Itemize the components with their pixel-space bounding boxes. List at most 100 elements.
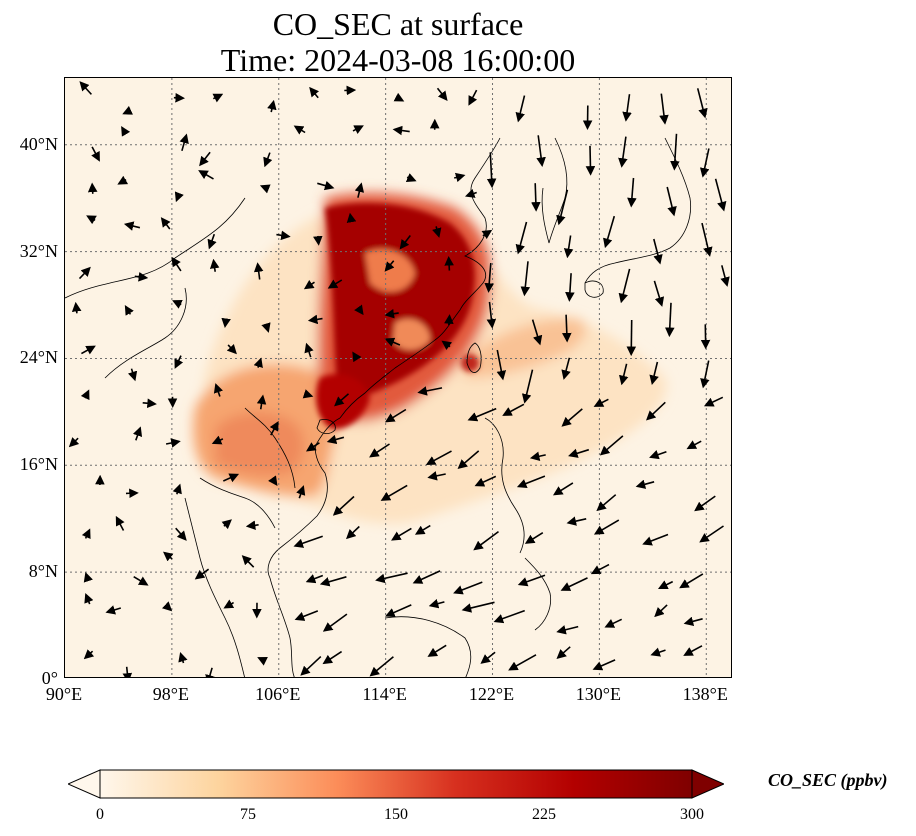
wind-vector (322, 613, 348, 632)
wind-vector (521, 369, 534, 404)
wind-vector (303, 279, 315, 290)
wind-vector (268, 475, 278, 486)
coastline-kyushu (584, 280, 604, 298)
colorbar (68, 769, 724, 799)
wind-vector (259, 184, 271, 194)
wind-vector (618, 268, 631, 304)
wind-vector (223, 599, 235, 609)
wind-vector (253, 262, 264, 280)
map-canvas (65, 78, 731, 677)
wind-vector (486, 152, 497, 189)
wind-vector (701, 222, 713, 257)
wind-vector (179, 133, 189, 152)
lon-tick-label: 114°E (362, 684, 407, 704)
wind-vector (444, 314, 454, 326)
wind-vector (80, 389, 90, 401)
wind-vector (515, 95, 526, 123)
wind-vector (212, 93, 224, 103)
wind-vector (369, 443, 390, 458)
wind-vector (464, 188, 477, 198)
wind-vector (603, 215, 616, 249)
coastline-china-mainland (339, 137, 501, 419)
wind-vector (305, 442, 320, 452)
wind-vector (520, 261, 531, 297)
coastline-hainan (316, 419, 336, 434)
wind-vector (441, 340, 453, 351)
wind-vector (172, 483, 182, 495)
wind-vector (352, 351, 362, 363)
wind-vector (81, 528, 91, 540)
lat-tick-label: 40°N (19, 133, 58, 154)
wind-vector (417, 386, 443, 396)
wind-vector (461, 601, 495, 613)
wind-vector (653, 280, 665, 307)
wind-vector (405, 173, 417, 182)
wind-vector (618, 136, 628, 168)
wind-vector (307, 314, 323, 325)
map-title-line-2: Time: 2024-03-08 16:00:00 (220, 42, 576, 78)
wind-vector (322, 650, 343, 665)
wind-vector (309, 86, 319, 99)
colorbar-tick-label: 150 (384, 806, 408, 823)
wind-vector (391, 527, 412, 541)
wind-vector (599, 435, 624, 456)
wind-vector (696, 88, 708, 119)
wind-vector (650, 647, 666, 657)
wind-vector (68, 437, 80, 448)
wind-vector (414, 524, 431, 535)
coastline-philippines (484, 417, 552, 631)
colorbar-extend-high (691, 769, 724, 799)
border-laos-vietnam (244, 407, 296, 489)
wind-vector (122, 105, 133, 115)
wind-vector (300, 656, 322, 676)
wind-vector (241, 555, 255, 568)
wind-vector (133, 576, 149, 586)
wind-vector (480, 651, 496, 664)
wind-vector (568, 448, 590, 458)
lon-tick-label: 138°E (682, 684, 728, 704)
wind-vector (213, 383, 223, 397)
wind-vector (486, 301, 497, 329)
colorbar-tick-label: 75 (240, 806, 256, 823)
wind-vector (468, 89, 478, 106)
wind-vector (253, 357, 263, 369)
wind-vector (427, 471, 446, 481)
wind-vector (590, 563, 610, 575)
coastlines (65, 137, 692, 677)
wind-vector (117, 175, 129, 185)
wind-vector (556, 625, 579, 635)
wind-vector (172, 300, 183, 309)
wind-vector (160, 217, 171, 230)
wind-vector (592, 659, 616, 671)
wind-vector (474, 475, 497, 487)
wind-vector (593, 398, 609, 407)
wind-vector (352, 125, 364, 134)
lat-tick-label: 24°N (19, 347, 58, 368)
wind-vector (556, 189, 569, 226)
colorbar-extend-low (68, 769, 101, 799)
wind-vector (334, 393, 350, 407)
wind-vector (294, 610, 319, 621)
wind-vector (79, 81, 92, 95)
wind-vectors (68, 81, 730, 677)
wind-vector (561, 357, 571, 380)
wind-vector (659, 93, 669, 125)
wind-vector (683, 616, 703, 626)
wind-vector (354, 304, 364, 316)
wind-vector (720, 265, 730, 287)
wind-vector (453, 172, 466, 183)
wind-vector (293, 535, 323, 548)
wind-vector (222, 473, 240, 483)
wind-vector (375, 572, 408, 584)
wind-vector (122, 666, 133, 677)
wind-vector (83, 571, 93, 583)
wind-vector (319, 576, 347, 587)
wind-vector (481, 229, 493, 240)
wind-vector (566, 516, 587, 526)
wind-vector (198, 170, 214, 180)
wind-vector (444, 255, 454, 271)
wind-vector (173, 92, 186, 103)
wind-vector (194, 568, 210, 580)
wind-vector (626, 319, 637, 357)
wind-vector (304, 342, 314, 358)
